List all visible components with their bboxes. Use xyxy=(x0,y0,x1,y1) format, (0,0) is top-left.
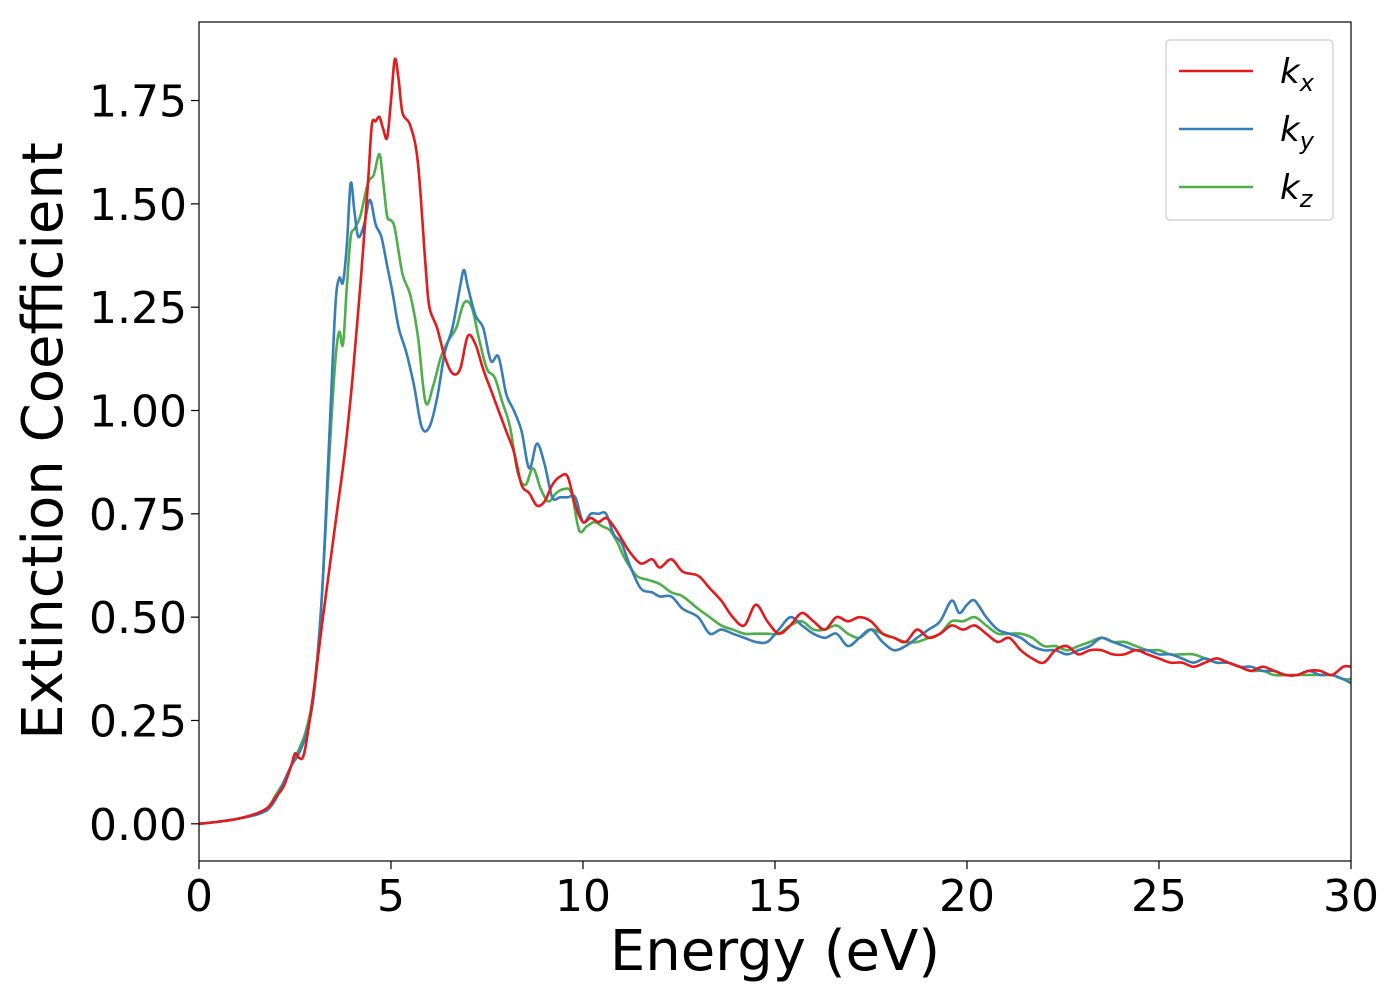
x-tick-label: 30 xyxy=(1323,871,1379,922)
x-tick-label: 0 xyxy=(185,871,213,922)
y-tick-label: 0.75 xyxy=(89,490,187,541)
legend: kx ky kz xyxy=(1165,39,1334,221)
x-tick-label: 10 xyxy=(555,871,611,922)
y-tick-label: 1.50 xyxy=(89,180,187,231)
x-axis: 0 5 10 15 20 25 30 xyxy=(185,861,1379,922)
series-line-ky xyxy=(199,181,1351,826)
x-tick-label: 20 xyxy=(939,871,995,922)
y-axis-title: Extinction Coefficient xyxy=(11,142,76,740)
x-tick-label: 25 xyxy=(1131,871,1187,922)
legend-label-kx: kx xyxy=(1280,52,1315,97)
legend-label-kz: kz xyxy=(1280,168,1314,213)
series-lines xyxy=(199,57,1351,826)
y-tick-label: 0.00 xyxy=(89,800,187,851)
series-line-kx xyxy=(199,57,1351,826)
y-tick-label: 1.75 xyxy=(89,77,187,128)
x-tick-label: 15 xyxy=(747,871,803,922)
legend-label-ky: ky xyxy=(1280,110,1315,155)
y-axis: 0.00 0.25 0.50 0.75 1.00 1.25 1.50 1.75 xyxy=(89,77,199,851)
y-tick-label: 1.25 xyxy=(89,283,187,334)
x-axis-title: Energy (eV) xyxy=(610,919,940,984)
y-tick-label: 1.00 xyxy=(89,387,187,438)
series-line-kz xyxy=(199,152,1351,826)
y-tick-label: 0.50 xyxy=(89,593,187,644)
y-tick-label: 0.25 xyxy=(89,696,187,747)
x-tick-label: 5 xyxy=(377,871,405,922)
